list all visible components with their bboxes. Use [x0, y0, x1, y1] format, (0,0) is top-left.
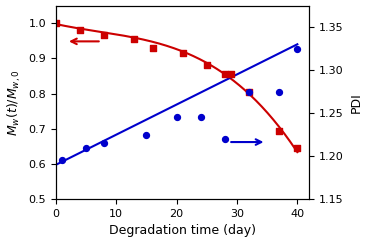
- Point: [246, 90, 252, 94]
- Y-axis label: PDI: PDI: [350, 92, 362, 113]
- Point: [83, 146, 89, 149]
- Point: [149, 46, 155, 50]
- Point: [294, 47, 300, 51]
- Point: [77, 28, 83, 32]
- Point: [144, 133, 149, 137]
- Point: [246, 90, 252, 94]
- Point: [276, 90, 282, 94]
- Point: [101, 141, 107, 145]
- Point: [204, 63, 210, 67]
- X-axis label: Degradation time (day): Degradation time (day): [109, 225, 256, 237]
- Point: [180, 51, 185, 55]
- Point: [131, 37, 137, 41]
- Point: [228, 72, 234, 76]
- Point: [174, 115, 180, 119]
- Point: [276, 129, 282, 132]
- Point: [222, 137, 228, 141]
- Y-axis label: $M_w(t)/M_{w,0}$: $M_w(t)/M_{w,0}$: [6, 69, 23, 136]
- Point: [294, 146, 300, 150]
- Point: [101, 34, 107, 37]
- Point: [53, 21, 59, 25]
- Point: [222, 72, 228, 76]
- Point: [59, 158, 65, 162]
- Point: [198, 115, 204, 119]
